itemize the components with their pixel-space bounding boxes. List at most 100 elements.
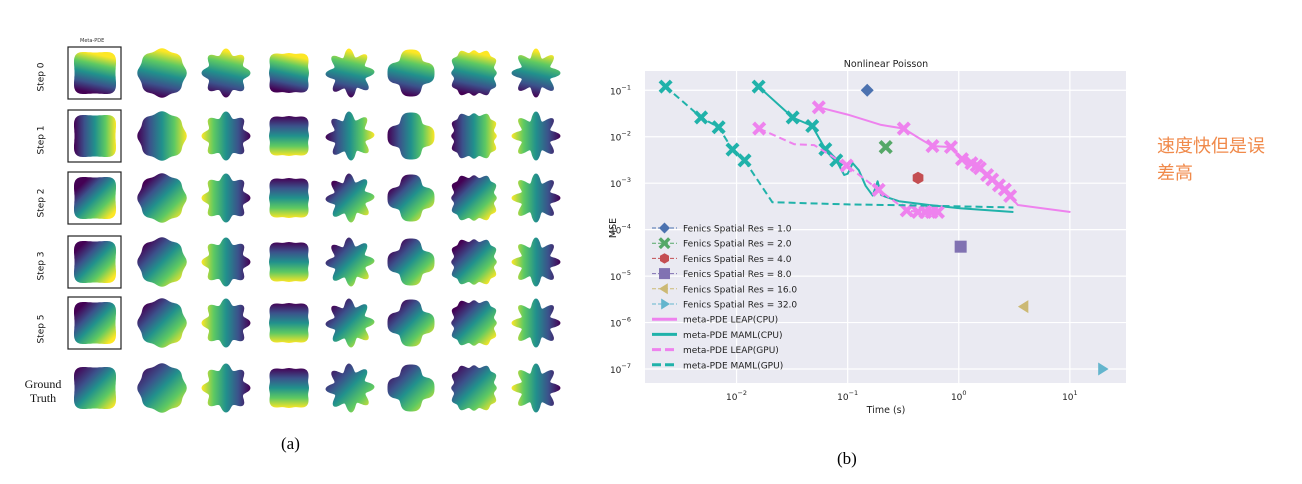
field-plot [269, 242, 309, 282]
field-plot [137, 298, 187, 348]
highlight-frame [67, 235, 122, 289]
field-plot [74, 302, 116, 344]
y-tick-base: 10 [610, 366, 622, 376]
series-marker [818, 142, 833, 157]
legend-item: meta-PDE MAML(GPU) [652, 361, 783, 371]
legend-marker [658, 237, 671, 250]
y-tick-label: 10−3 [610, 176, 631, 190]
x-tick-exp: 0 [962, 389, 966, 397]
field-plot [387, 49, 435, 97]
field-plot [269, 53, 309, 93]
series-marker [955, 152, 970, 167]
series-marker [725, 142, 740, 157]
y-tick-label: 10−5 [610, 269, 631, 283]
y-tick-label: 10−2 [610, 130, 631, 144]
field-plot [511, 48, 561, 98]
series-marker [658, 79, 673, 94]
field-plot [201, 363, 251, 413]
x-tick-exp: 1 [1074, 389, 1078, 397]
x-tick-base: 10 [1062, 393, 1074, 403]
series-marker [871, 182, 886, 197]
caption-b: (b) [837, 449, 857, 468]
series-line [664, 85, 1014, 209]
x-tick-label: 10−1 [837, 389, 858, 403]
highlight-frame [67, 296, 122, 350]
y-tick-label: 10−1 [610, 83, 631, 97]
series-marker [899, 203, 914, 218]
series-marker [811, 100, 826, 115]
field-plot [387, 112, 435, 160]
legend-item: Fenics Spatial Res = 8.0 [652, 268, 792, 280]
field-plot [325, 48, 375, 98]
field-plot [74, 367, 116, 409]
data-point [878, 139, 893, 155]
series-marker [752, 121, 767, 136]
y-tick-base: 10 [610, 273, 622, 283]
series-marker [737, 153, 752, 168]
point-fenics-spatial-res-32-0 [1098, 362, 1109, 376]
data-point [860, 83, 874, 97]
legend-label: meta-PDE MAML(CPU) [683, 331, 783, 341]
panel-a: Meta-PDE Step 0 Step 1 Step 2 Step 3 Ste… [0, 0, 590, 484]
chart-title: Nonlinear Poisson [844, 59, 928, 70]
field-plot [511, 173, 561, 223]
field-plot [451, 113, 497, 159]
field-plot [451, 175, 497, 221]
series-marker [805, 119, 820, 134]
field-plot [387, 174, 435, 222]
x-ticks: 10−2 10−1 100 101 [726, 389, 1078, 403]
field-plot [325, 111, 375, 161]
legend-label: meta-PDE LEAP(CPU) [683, 316, 778, 326]
series-marker [785, 110, 800, 125]
ground-truth-label: Ground Truth [20, 377, 66, 405]
x-tick-label: 10−2 [726, 389, 747, 403]
field-plot [201, 173, 251, 223]
series-marker [839, 158, 854, 173]
legend-item: meta-PDE MAML(CPU) [652, 331, 783, 341]
y-tick-exp: −3 [621, 176, 631, 184]
field-plot [511, 111, 561, 161]
field-plot [74, 52, 116, 94]
y-tick-label: 10−7 [610, 362, 631, 376]
y-tick-base: 10 [610, 87, 622, 97]
series-marker [943, 140, 958, 155]
x-tick-exp: −2 [737, 389, 747, 397]
legend-item: Fenics Spatial Res = 2.0 [652, 237, 792, 250]
series-meta-pde-leap-cpu [811, 100, 1071, 213]
field-plot [511, 298, 561, 348]
field-plot [137, 237, 187, 287]
legend-item: meta-PDE LEAP(CPU) [652, 316, 778, 326]
column-title: Meta-PDE [80, 38, 105, 44]
annotation-text: 速度快但是误 差高 [1157, 133, 1297, 187]
series-marker [751, 79, 766, 94]
point-fenics-spatial-res-2-0 [878, 139, 893, 155]
legend-marker [659, 268, 670, 280]
point-fenics-spatial-res-4-0 [912, 171, 924, 185]
legend-item: Fenics Spatial Res = 1.0 [652, 222, 792, 235]
field-plot [201, 48, 251, 98]
field-plot [201, 237, 251, 287]
series-marker [925, 139, 940, 154]
field-plot [325, 173, 375, 223]
y-tick-exp: −7 [621, 362, 631, 370]
data-point [954, 240, 967, 253]
legend-label: meta-PDE MAML(GPU) [683, 361, 783, 371]
x-tick-base: 10 [726, 393, 738, 403]
y-tick-exp: −6 [621, 316, 631, 324]
data-point [912, 171, 924, 185]
field-plot [137, 363, 187, 413]
legend-marker [661, 298, 670, 310]
panel-b: Nonlinear Poisson 10−2 10−1 100 101 10−1 10−… [590, 0, 1150, 484]
field-plot [325, 363, 375, 413]
ground-truth-label-line1: Ground [24, 377, 62, 391]
legend-marker [660, 253, 669, 264]
legend-label: Fenics Spatial Res = 1.0 [683, 225, 792, 235]
series-marker [896, 121, 911, 136]
gridlines [645, 71, 1126, 383]
legend-item: Fenics Spatial Res = 16.0 [652, 283, 797, 295]
chart: Nonlinear Poisson 10−2 10−1 100 101 10−110−… [608, 59, 1126, 416]
highlight-frame [67, 46, 122, 100]
series-marker [694, 110, 709, 125]
field-plot [269, 116, 309, 156]
series-layer [658, 79, 1071, 220]
